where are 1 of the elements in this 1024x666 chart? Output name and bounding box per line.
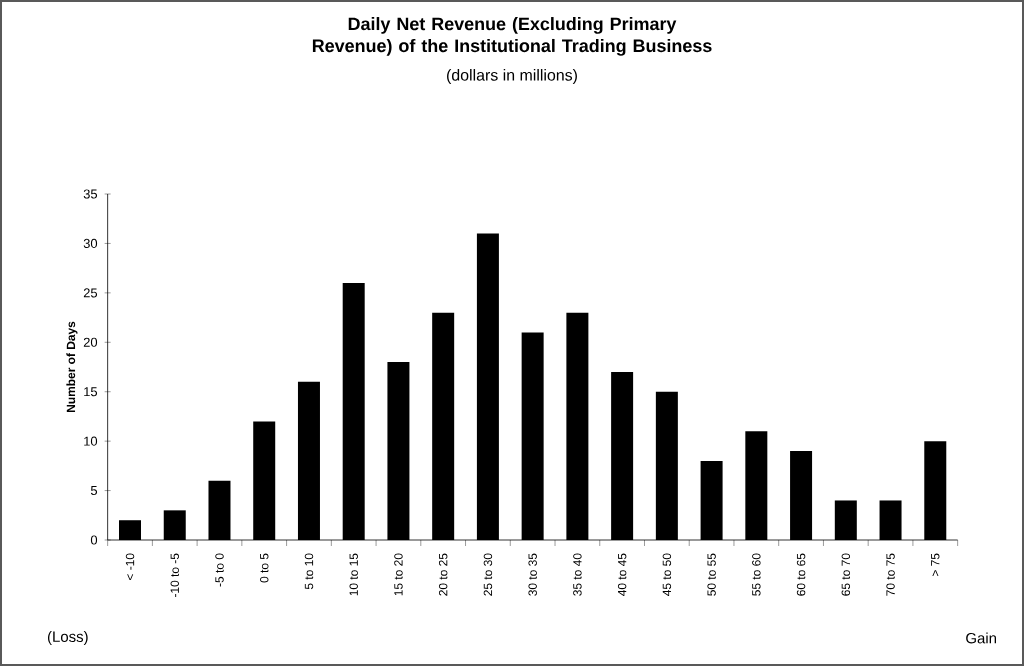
- chart-title: Daily Net Revenue (Excluding Primary Revenue) of the Institutional Trading Business: [312, 17, 712, 56]
